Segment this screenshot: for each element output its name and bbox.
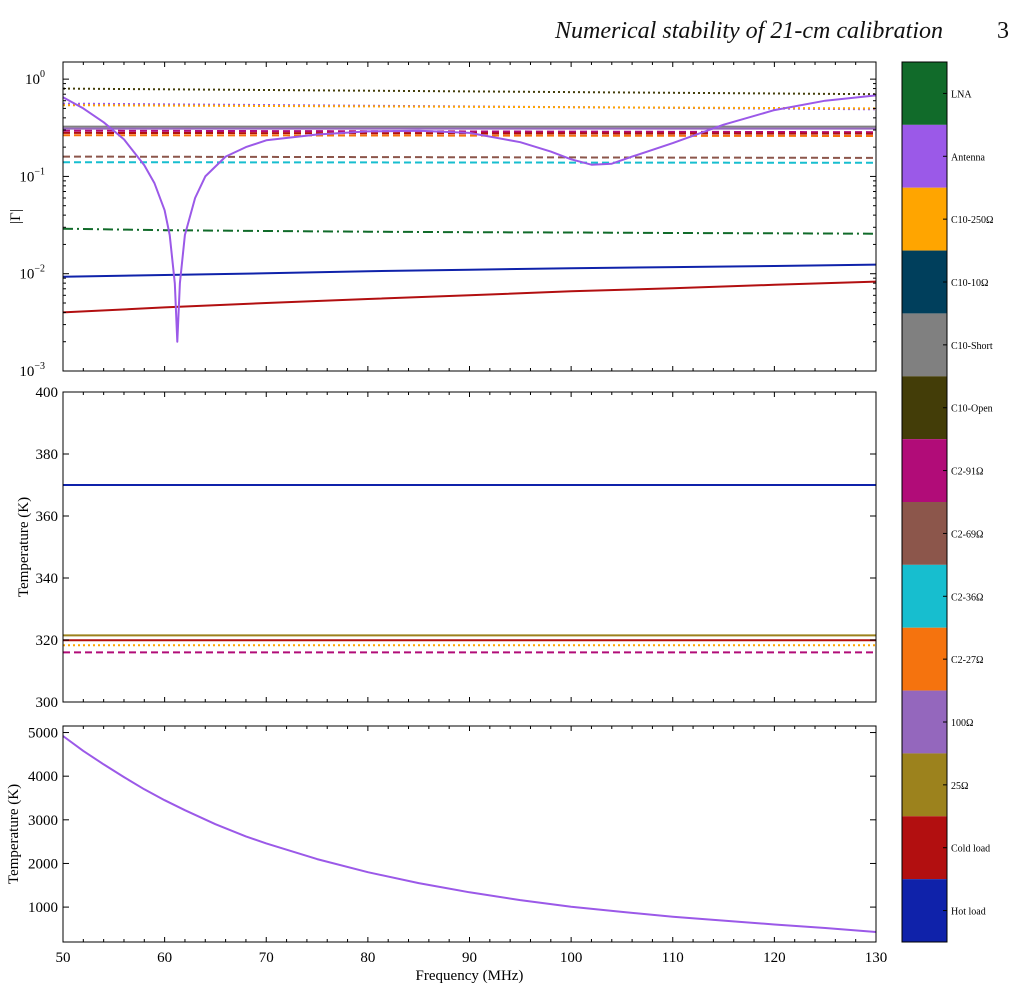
series-line-antenna: [62, 94, 877, 343]
y-tick-label: 400: [36, 385, 59, 401]
series-line-c10-open: [62, 87, 877, 96]
colorbar-label-c2-36-: C2-36Ω: [951, 592, 983, 603]
panel-1: 10−3 10−2 10−1 100 |Γ|: [8, 61, 877, 380]
x-tick-label: 50: [56, 950, 71, 966]
colorbar-frame: [901, 61, 948, 943]
colorbar-swatch-cold-load: [902, 816, 947, 880]
series-line-lna: [62, 227, 877, 235]
colorbar-swatch-c2-27-: [902, 627, 947, 691]
y-tick-label: 10−2: [19, 264, 45, 283]
series-line-c2-36-: [62, 161, 877, 164]
x-tick-label: 90: [462, 950, 477, 966]
x-tick-label: 70: [259, 950, 274, 966]
colorbar-swatch-c10-10-: [902, 250, 947, 314]
x-tick-label: 110: [662, 950, 684, 966]
series-line-c2-27-: [62, 134, 877, 137]
colorbar-swatch-25-: [902, 753, 947, 817]
x-tick-label: 100: [560, 950, 583, 966]
axes-frame: [62, 391, 877, 703]
y-tick-label: 100: [25, 69, 45, 88]
x-tick-label: 80: [360, 950, 375, 966]
y-tick-label: 340: [36, 571, 59, 587]
series-line-hot-load: [62, 263, 877, 278]
y-tick-label: 360: [36, 509, 59, 525]
colorbar-swatch-100-: [902, 690, 947, 754]
colorbar-label-c2-69-: C2-69Ω: [951, 529, 983, 540]
colorbar-swatch-hot-load: [902, 879, 947, 942]
series-line-c2-91-: [62, 129, 877, 134]
y-tick-label: 320: [36, 633, 59, 649]
y-tick-label: 300: [36, 695, 59, 711]
axes-frame: [62, 725, 877, 943]
colorbar-label-c10-250-: C10-250Ω: [951, 215, 993, 226]
colorbar-swatch-lna: [902, 62, 947, 125]
colorbar-swatch-c10-short: [902, 313, 947, 377]
colorbar-label-lna: LNA: [951, 89, 972, 100]
colorbar-label-antenna: Antenna: [951, 152, 985, 163]
colorbar-swatch-c10-250-: [902, 187, 947, 251]
y-axis-label: Temperature (K): [16, 497, 32, 597]
series-line-c10-250-: [62, 104, 877, 110]
y-tick-label: 5000: [28, 726, 58, 742]
series-line-cold-load: [62, 280, 877, 314]
panel-2: 300 320 340 360 380 400 Temperature (K): [16, 385, 877, 711]
colorbar-label-c10-open: C10-Open: [951, 404, 993, 415]
series-line-c2-69-: [62, 155, 877, 159]
colorbar-legend: LNA Antenna C10-250Ω C10-10Ω C10-Short C10-Op…: [901, 61, 993, 943]
y-tick-label: 2000: [28, 856, 58, 872]
panel-3: 50 60 70 80 90 100 110 120 130 1000 2000 3000 4000 50…: [6, 725, 888, 984]
colorbar-label-c2-27-: C2-27Ω: [951, 655, 983, 666]
colorbar-label-hot-load: Hot load: [951, 907, 986, 918]
series-line-antenna: [62, 735, 877, 933]
x-tick-label: 120: [763, 950, 786, 966]
colorbar-label-c10-10-: C10-10Ω: [951, 278, 988, 289]
y-tick-label: 10−3: [19, 361, 45, 380]
colorbar-swatch-c2-36-: [902, 564, 947, 628]
running-title: Numerical stability of 21-cm calibration: [555, 18, 943, 44]
colorbar-label-cold-load: Cold load: [951, 844, 990, 855]
colorbar-label-25-: 25Ω: [951, 781, 968, 792]
colorbar-swatch-c2-69-: [902, 502, 947, 565]
colorbar-label-c2-91-: C2-91Ω: [951, 467, 983, 478]
colorbar-label-100-: 100Ω: [951, 718, 973, 729]
series-line-cold-load: [62, 131, 877, 135]
colorbar-swatch-c2-91-: [902, 439, 947, 502]
y-axis-label: Temperature (K): [6, 784, 22, 884]
x-tick-label: 60: [157, 950, 172, 966]
y-tick-label: 10−1: [19, 166, 45, 185]
page-number: 3: [997, 18, 1009, 44]
y-tick-label: 3000: [28, 813, 58, 829]
y-tick-label: 4000: [28, 769, 58, 785]
colorbar-swatch-antenna: [902, 124, 947, 188]
colorbar-label-c10-short: C10-Short: [951, 341, 993, 352]
x-tick-label: 130: [865, 950, 888, 966]
y-tick-label: 380: [36, 447, 59, 463]
colorbar-swatch-c10-open: [902, 376, 947, 440]
y-axis-label: |Γ|: [8, 209, 24, 224]
page-header: Numerical stability of 21-cm calibration…: [0, 0, 1015, 50]
y-tick-label: 1000: [28, 900, 58, 916]
x-axis-label: Frequency (MHz): [416, 968, 524, 984]
